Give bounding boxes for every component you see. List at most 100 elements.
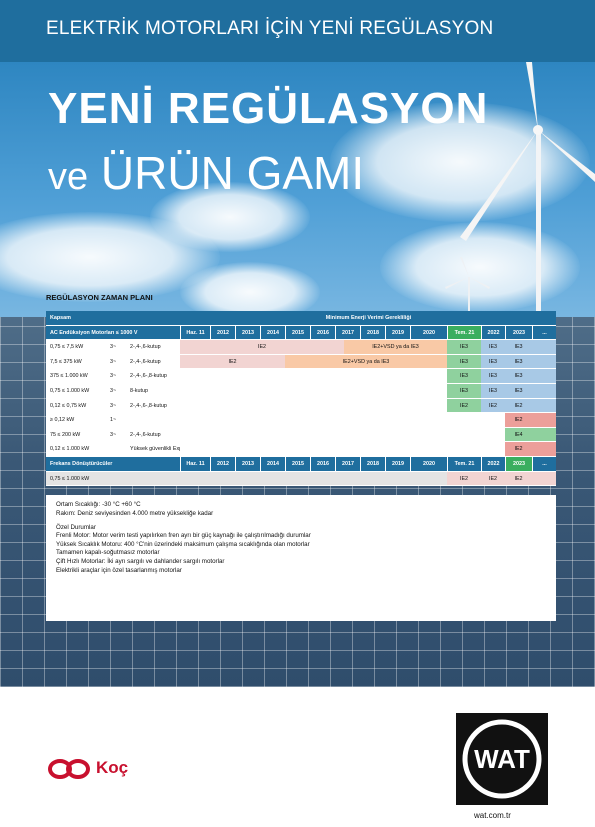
range-cell: 375 ≤ 1.000 kW — [50, 373, 88, 380]
wat-logo: WAT — [456, 713, 548, 805]
y23-cell: IE2 — [505, 398, 532, 413]
section2-year-row: Frekans Dönüştürücüler Haz. 11 2012 2013… — [46, 456, 556, 472]
top-title: ELEKTRİK MOTORLARI İÇİN YENİ REGÜLASYON — [46, 18, 494, 39]
phase-cell: 3~ — [110, 402, 117, 409]
poles-cell: 8-kutup — [130, 387, 148, 394]
phase-cell: 3~ — [110, 373, 117, 380]
table-row: 375 ≤ 1.000 kW 3~ 2-,4-,6-,8-kutup IE3 I… — [46, 369, 556, 384]
future-cell — [532, 413, 556, 427]
y21-cell: IE3 — [447, 340, 481, 354]
future-cell — [532, 427, 556, 442]
note-line: Çift Hızlı Motorlar: İki ayrı sargılı ve… — [56, 557, 225, 565]
year-cell: 2023 — [505, 456, 532, 471]
website-url: wat.com.tr — [474, 811, 511, 820]
section1-year-row: AC Endüksiyon Motorları ≤ 1000 V Haz. 11… — [46, 325, 556, 341]
koc-emblem-icon — [48, 759, 90, 779]
table-row: 75 ≤ 200 kW 3~ 2-,4-,6-kutup IE4 — [46, 427, 556, 443]
y21-cell: IE2 — [447, 398, 481, 413]
future-cell — [532, 383, 556, 398]
phase-cell — [110, 442, 128, 456]
section1-label: AC Endüksiyon Motorları ≤ 1000 V — [50, 329, 138, 336]
year-cell: Tem. 21 — [447, 325, 481, 340]
year-cell: 2017 — [335, 325, 360, 340]
year-cell: ... — [532, 325, 556, 340]
year-cell: 2016 — [310, 325, 335, 340]
year-cell: 2014 — [260, 456, 285, 471]
year-cell: ... — [532, 456, 556, 471]
year-cell: Haz. 11 — [180, 325, 210, 340]
table-row: 0,12 ≤ 0,75 kW 3~ 2-,4-,6-,8-kutup IE2 I… — [46, 398, 556, 414]
future-cell — [532, 471, 556, 486]
year-cell: 2014 — [260, 325, 285, 340]
y22-cell: IE3 — [481, 369, 505, 383]
table-row: ≥ 0,12 kW 1~ IE2 — [46, 413, 556, 428]
year-cell: 2019 — [385, 325, 410, 340]
table-row: 0,75 ≤ 1.000 kW IE2 IE2 IE2 — [46, 471, 556, 487]
future-cell — [532, 398, 556, 413]
y22-cell: IE3 — [481, 340, 505, 354]
year-cell: 2015 — [285, 325, 310, 340]
y21-cell: IE2 — [447, 471, 481, 486]
phase-cell: 1~ — [110, 417, 117, 424]
subtitle-ve: ve — [48, 156, 89, 198]
y21-cell: IE3 — [447, 369, 481, 383]
phase-cell: 3~ — [110, 431, 117, 438]
year-cell: 2013 — [235, 325, 260, 340]
future-cell — [532, 442, 556, 456]
note-line: Ortam Sıcaklığı: -30 °C +60 °C — [56, 501, 141, 508]
y23-cell: IE3 — [505, 369, 532, 383]
year-cell: 2013 — [235, 456, 260, 471]
ie2-period: IE2 — [180, 354, 285, 369]
year-cell: 2023 — [505, 325, 532, 340]
poles-cell — [130, 413, 180, 427]
future-cell — [532, 369, 556, 383]
regulation-table: Kapsam Minimum Enerji Verimi Gerekliliği… — [46, 311, 556, 487]
head-scope: Kapsam — [50, 315, 71, 321]
year-cell: 2017 — [335, 456, 360, 471]
range-cell: 0,75 ≤ 1.000 kW — [50, 387, 90, 394]
y23-cell: IE3 — [505, 354, 532, 369]
range-cell: 0,12 ≤ 0,75 kW — [50, 402, 87, 409]
phase-cell: 3~ — [110, 358, 117, 365]
year-cell: 2012 — [210, 456, 235, 471]
poles-cell: 2-,4-,6-kutup — [130, 344, 161, 351]
y23-cell: IE2 — [505, 471, 532, 486]
future-cell — [532, 354, 556, 369]
note-line: Elektrikli araçlar için özel tasarlanmış… — [56, 566, 182, 574]
future-cell — [532, 340, 556, 354]
year-cell: 2012 — [210, 325, 235, 340]
year-cell: 2018 — [360, 456, 385, 471]
year-cell: 2019 — [385, 456, 410, 471]
y22-cell: IE3 — [481, 354, 505, 369]
poles-cell: 2-,4-,6-,8-kutup — [130, 373, 167, 380]
y23-cell: IE2 — [505, 413, 532, 427]
poles-cell: 2-,4-,6-kutup — [130, 431, 161, 438]
wind-turbine-small-icon — [445, 257, 490, 337]
year-cell: 2020 — [410, 456, 447, 471]
range-cell: 7,5 ≤ 375 kW — [50, 358, 82, 365]
year-cell: 2020 — [410, 325, 447, 340]
y21-cell: IE3 — [447, 354, 481, 369]
range-cell: ≥ 0,12 kW — [50, 417, 75, 424]
table-row: 0,12 ≤ 1.000 kW Yüksek güvenlikli Exp. I… — [46, 442, 556, 457]
range-cell: 75 ≤ 200 kW — [50, 431, 81, 438]
main-title: YENİ REGÜLASYON — [48, 84, 489, 133]
table-caption: REGÜLASYON ZAMAN PLANI — [46, 293, 153, 302]
phase-cell: 3~ — [110, 387, 117, 394]
koc-logo-text: Koç — [96, 758, 129, 777]
y22-cell: IE2 — [481, 471, 505, 486]
head-requirement: Minimum Enerji Verimi Gerekliliği — [325, 315, 412, 321]
y21-cell: IE3 — [447, 383, 481, 398]
notes-heading: Özel Durumlar — [56, 523, 96, 531]
y23-cell: IE4 — [505, 427, 532, 442]
note-line: Yüksek Sıcaklık Motoru: 400 °C'nin üzeri… — [56, 540, 310, 548]
year-cell: Haz. 11 — [180, 456, 210, 471]
note-line: Rakım: Deniz seviyesinden 4.000 metre yü… — [56, 509, 214, 517]
poles-cell: 2-,4-,6-,8-kutup — [130, 402, 167, 409]
cloud — [330, 102, 590, 222]
cloud — [150, 182, 310, 252]
note-line: Frenli Motor: Motor verim testi yapılırk… — [56, 532, 311, 540]
range-cell: 0,75 ≤ 7,5 kW — [50, 344, 84, 351]
notes-box: Ortam Sıcaklığı: -30 °C +60 °C Rakım: De… — [46, 495, 556, 621]
poles-cell: 2-,4-,6-kutup — [130, 358, 161, 365]
